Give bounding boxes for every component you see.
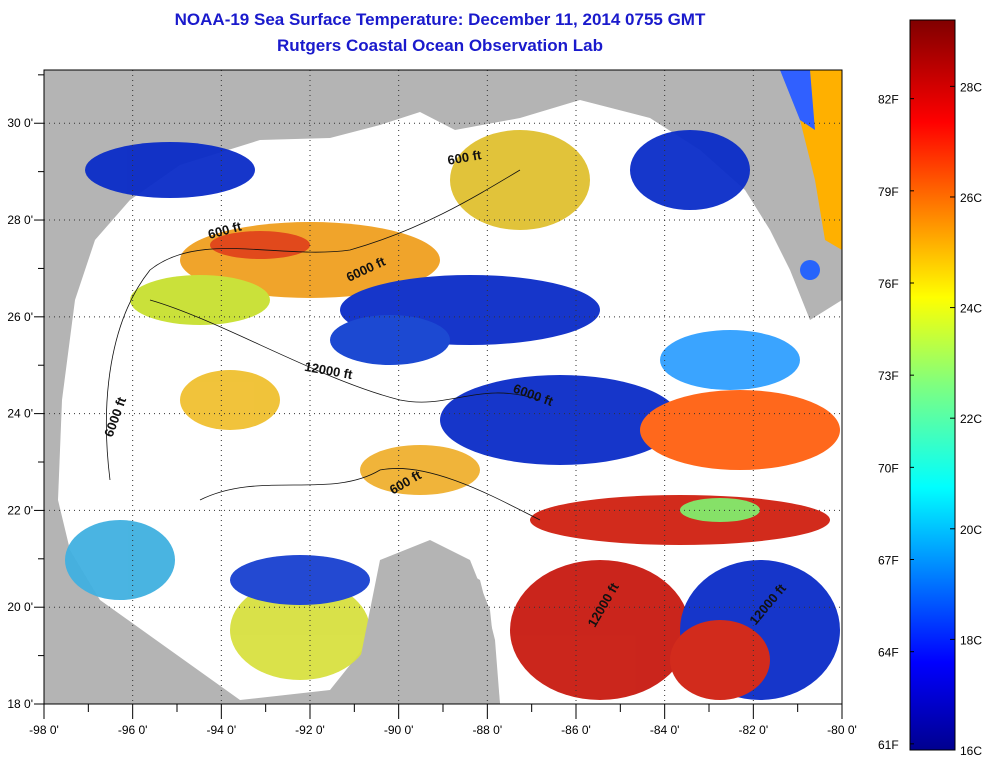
lon-label: -94 0' — [207, 723, 237, 737]
sst-patch — [780, 70, 815, 130]
contour-lines — [106, 169, 541, 521]
contour-label: 600 ft — [446, 147, 483, 168]
lon-label: -98 0' — [29, 723, 59, 737]
colorbar — [909, 19, 956, 751]
map-subtitle: Rutgers Coastal Ocean Observation Lab — [277, 36, 603, 55]
colorbar-labels: 28C 26C 24C 22C 20C 18C 16C 82F 79F 76F 73F 70F 67F 6… — [878, 80, 982, 758]
celsius-label: 20C — [960, 523, 982, 537]
yucatan-land — [330, 540, 500, 704]
fahrenheit-label: 73F — [878, 369, 899, 383]
lon-label: -82 0' — [739, 723, 769, 737]
lon-label: -90 0' — [384, 723, 414, 737]
lat-label: 28 0' — [7, 213, 33, 227]
celsius-label: 28C — [960, 80, 982, 94]
lat-label: 20 0' — [7, 600, 33, 614]
lon-label: -84 0' — [650, 723, 680, 737]
lat-label: 22 0' — [7, 503, 33, 517]
lon-label: -86 0' — [561, 723, 591, 737]
celsius-label: 24C — [960, 302, 982, 316]
lon-label: -80 0' — [827, 723, 857, 737]
fahrenheit-label: 61F — [878, 738, 899, 752]
fahrenheit-label: 82F — [878, 93, 899, 107]
lat-label: 24 0' — [7, 407, 33, 421]
lon-label: -96 0' — [118, 723, 148, 737]
lon-label: -92 0' — [295, 723, 325, 737]
lat-label: 30 0' — [7, 116, 33, 130]
fahrenheit-label: 67F — [878, 554, 899, 568]
lon-label: -88 0' — [473, 723, 503, 737]
celsius-label: 18C — [960, 633, 982, 647]
axes: -98 0' -96 0' -94 0' -92 0' -90 0' -88 0' -86 … — [7, 74, 857, 737]
lat-label: 26 0' — [7, 310, 33, 324]
celsius-label: 22C — [960, 412, 982, 426]
fahrenheit-label: 70F — [878, 461, 899, 475]
lat-label: 18 0' — [7, 697, 33, 711]
map-title: NOAA-19 Sea Surface Temperature: Decembe… — [174, 10, 706, 29]
fahrenheit-label: 64F — [878, 646, 899, 660]
fahrenheit-label: 76F — [878, 277, 899, 291]
fahrenheit-label: 79F — [878, 185, 899, 199]
grid-lines — [44, 70, 842, 704]
celsius-label: 26C — [960, 191, 982, 205]
celsius-label: 16C — [960, 744, 982, 758]
